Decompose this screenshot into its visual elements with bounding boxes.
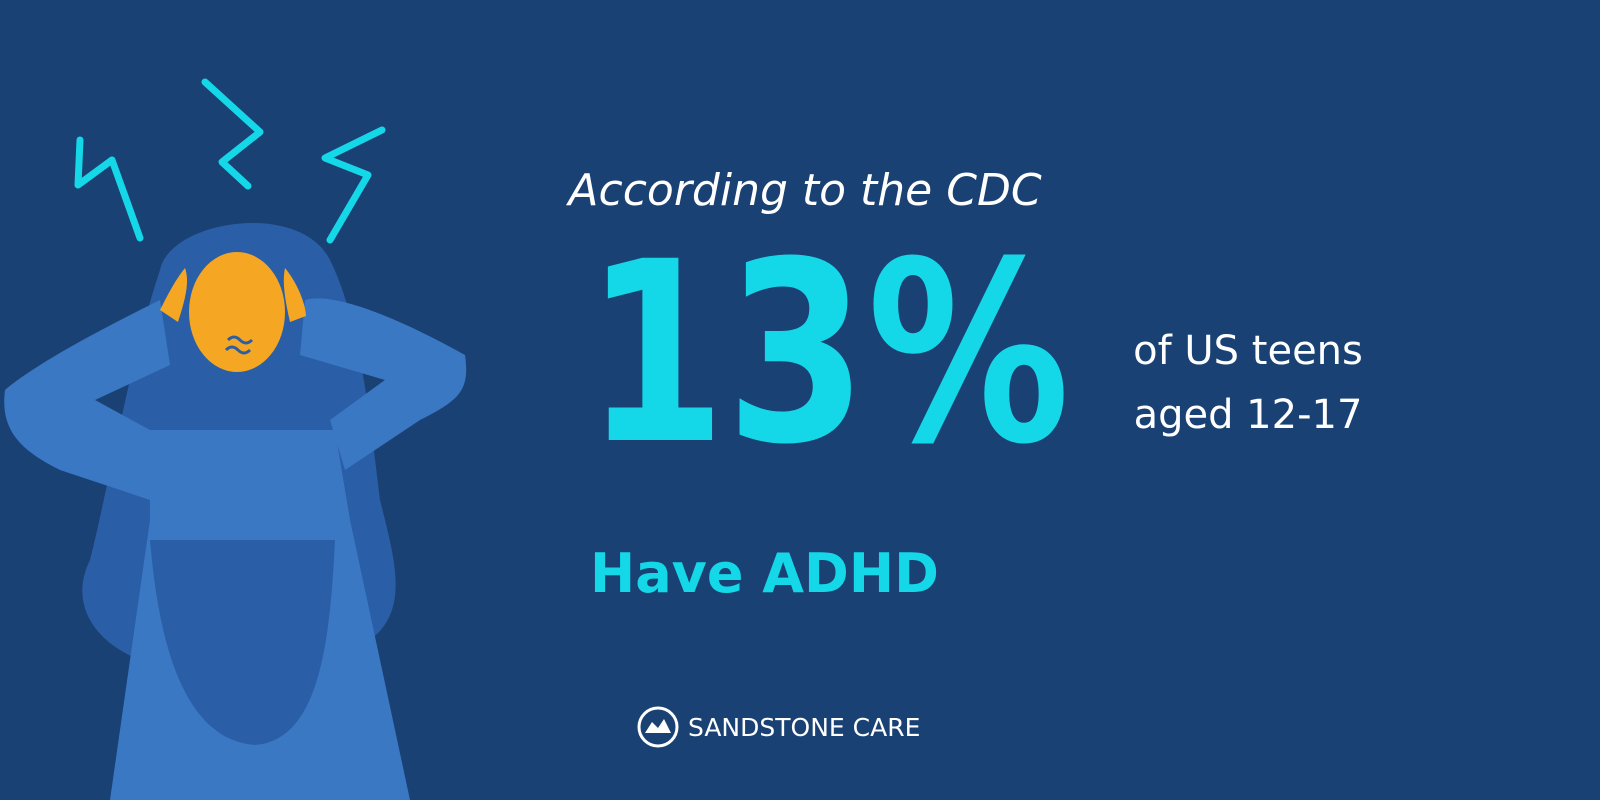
conclusion: Have ADHD — [590, 542, 939, 605]
stress-mark — [201, 78, 264, 190]
left-arm — [4, 300, 171, 500]
stat-figure: 13% — [585, 208, 1070, 499]
right-hand — [283, 268, 306, 322]
stat-line: of US teens — [1133, 328, 1363, 374]
stat-line: aged 12-17 — [1134, 392, 1363, 438]
right-arm — [300, 298, 467, 470]
mouth — [224, 335, 254, 355]
body-shadow — [150, 540, 335, 745]
logo: SANDSTONE CARE — [637, 706, 920, 748]
illustration — [4, 78, 467, 800]
logo-mountain — [645, 719, 671, 733]
logo-mark — [637, 706, 679, 748]
face — [189, 252, 285, 372]
brand: SANDSTONE CARE — [688, 713, 920, 742]
stress-mark — [74, 136, 144, 242]
stress-mark — [321, 126, 386, 244]
left-hand — [160, 268, 188, 322]
intro: According to the CDC — [565, 165, 1041, 216]
